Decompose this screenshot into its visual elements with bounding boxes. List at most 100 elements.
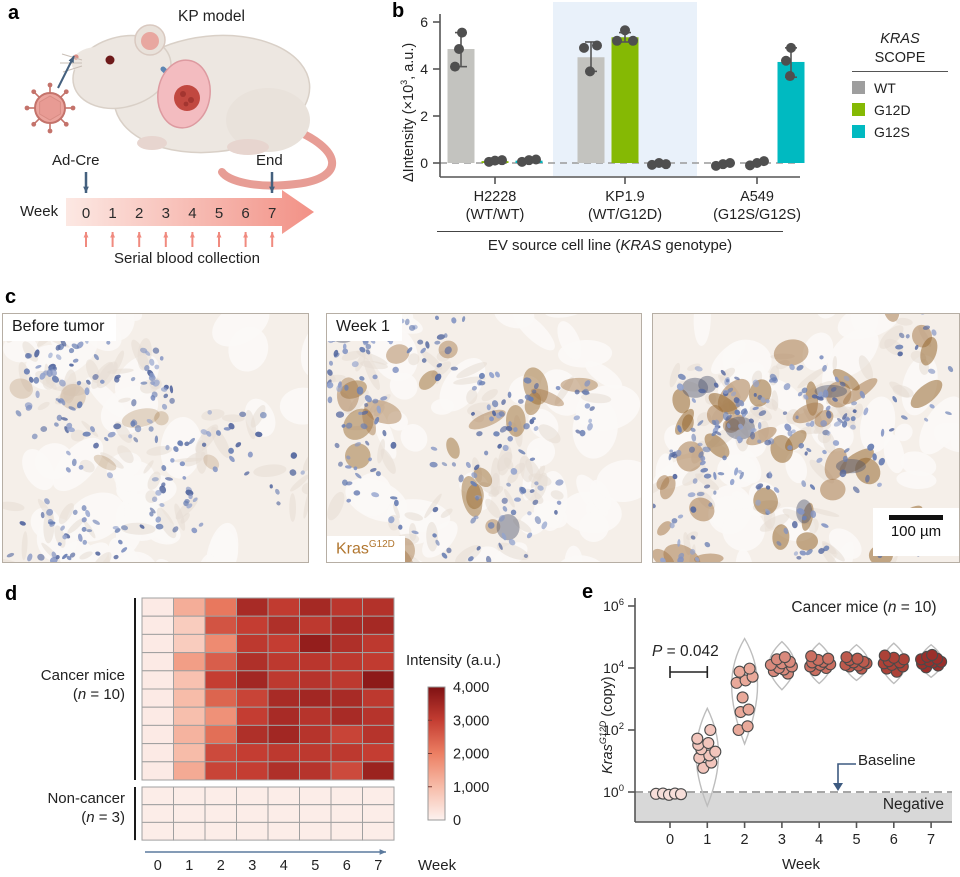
nucleus <box>50 368 57 377</box>
heatmap-cell-noncancer <box>141 804 174 823</box>
virus-facets <box>39 95 61 121</box>
g12s-swatch <box>852 125 865 139</box>
heatmap-cell-noncancer <box>267 786 300 806</box>
nucleus <box>727 387 734 393</box>
alveolar-space <box>387 411 408 431</box>
nucleus <box>353 490 361 496</box>
week-number-5: 5 <box>215 205 223 222</box>
legend-rule <box>852 70 948 72</box>
nucleus <box>149 358 155 366</box>
nucleus <box>717 472 725 476</box>
nucleus <box>826 431 831 436</box>
nucleus <box>44 498 50 505</box>
heatmap-cell-cancer <box>362 761 395 781</box>
tissue-strand <box>832 356 838 371</box>
nucleus <box>660 557 666 562</box>
e-x-axis-title: Week <box>781 856 821 873</box>
e-y-axis-label: KrasG12D (copy) <box>598 676 616 774</box>
nucleus <box>900 415 908 420</box>
nucleus <box>371 492 380 498</box>
nucleus <box>152 379 160 387</box>
heatmap-cell-noncancer <box>236 821 269 841</box>
heatmap-cell-cancer <box>173 652 206 672</box>
nucleus <box>796 508 805 515</box>
tissue-strand <box>355 352 366 372</box>
nucleus <box>783 383 791 391</box>
violin-point-week-2 <box>736 691 749 704</box>
nucleus <box>365 440 370 446</box>
nucleus <box>752 406 759 411</box>
nucleus <box>752 379 760 388</box>
nucleus <box>797 391 803 397</box>
tissue-strand <box>453 376 486 385</box>
nucleus <box>200 429 208 435</box>
nucleus <box>897 351 903 357</box>
tissue-strand <box>523 488 544 504</box>
colorbar-tick-label: 0 <box>453 813 461 829</box>
nucleus <box>491 400 499 408</box>
nucleus <box>507 435 513 442</box>
nucleus <box>207 410 213 415</box>
nucleus <box>374 416 380 425</box>
nucleus <box>165 444 170 451</box>
heatmap-cell-cancer <box>204 761 237 781</box>
nucleus <box>697 420 704 426</box>
nucleus <box>191 527 198 534</box>
nucleus <box>760 397 766 403</box>
nucleus <box>510 468 518 475</box>
b-y-tick-label: 6 <box>420 14 428 30</box>
nucleus <box>764 508 771 515</box>
nucleus <box>588 418 593 424</box>
data-point <box>620 25 630 36</box>
nucleus <box>526 532 533 539</box>
nucleus <box>71 458 77 467</box>
nucleus <box>255 431 263 438</box>
nucleus <box>841 420 848 428</box>
virus-spike-tip <box>47 128 53 134</box>
nucleus <box>510 509 517 516</box>
heatmap-cell-cancer <box>204 688 237 708</box>
alveolar-space <box>389 372 418 400</box>
heatmap-cell-cancer <box>362 706 395 726</box>
nucleus <box>358 411 363 415</box>
bar-g12d <box>611 37 639 163</box>
nucleus <box>534 481 539 486</box>
nucleus <box>355 472 362 479</box>
nucleus <box>104 437 109 442</box>
tissue-strand <box>290 474 308 492</box>
nucleus <box>364 403 369 407</box>
nucleus <box>68 348 75 354</box>
nucleus <box>518 398 524 404</box>
nucleus <box>154 435 159 444</box>
nucleus <box>206 431 212 437</box>
ihc-brown-stain <box>656 475 670 490</box>
tissue-strand <box>67 518 84 534</box>
tissue-strand <box>118 397 131 403</box>
nucleus <box>757 439 762 444</box>
alveolar-space <box>919 396 959 455</box>
d-week-3: 3 <box>248 858 256 874</box>
ihc-brown-stain <box>704 433 730 459</box>
tissue-strand <box>431 361 452 378</box>
heatmap-cell-noncancer <box>204 804 237 823</box>
tissue-strand <box>120 522 156 535</box>
nucleus <box>584 380 591 387</box>
nucleus <box>430 446 438 451</box>
bar-chart: 0 2 4 6 <box>420 2 805 184</box>
tissue-strand <box>853 403 864 419</box>
e-title: Cancer mice (n = 10) <box>791 599 937 616</box>
nucleus <box>346 455 351 460</box>
nucleus <box>61 553 68 560</box>
nucleus <box>533 426 539 431</box>
nucleus <box>700 467 709 473</box>
nucleus <box>275 488 280 495</box>
tissue-strand <box>393 503 400 519</box>
ihc-brown-stain <box>910 379 943 409</box>
heatmap-cell-cancer <box>204 706 237 726</box>
tissue-strand <box>3 501 25 512</box>
alveolar-space <box>228 326 269 372</box>
nucleus <box>810 420 815 427</box>
ihc-brown-stain <box>203 454 220 470</box>
nucleus <box>450 366 458 371</box>
nucleus <box>822 389 829 398</box>
